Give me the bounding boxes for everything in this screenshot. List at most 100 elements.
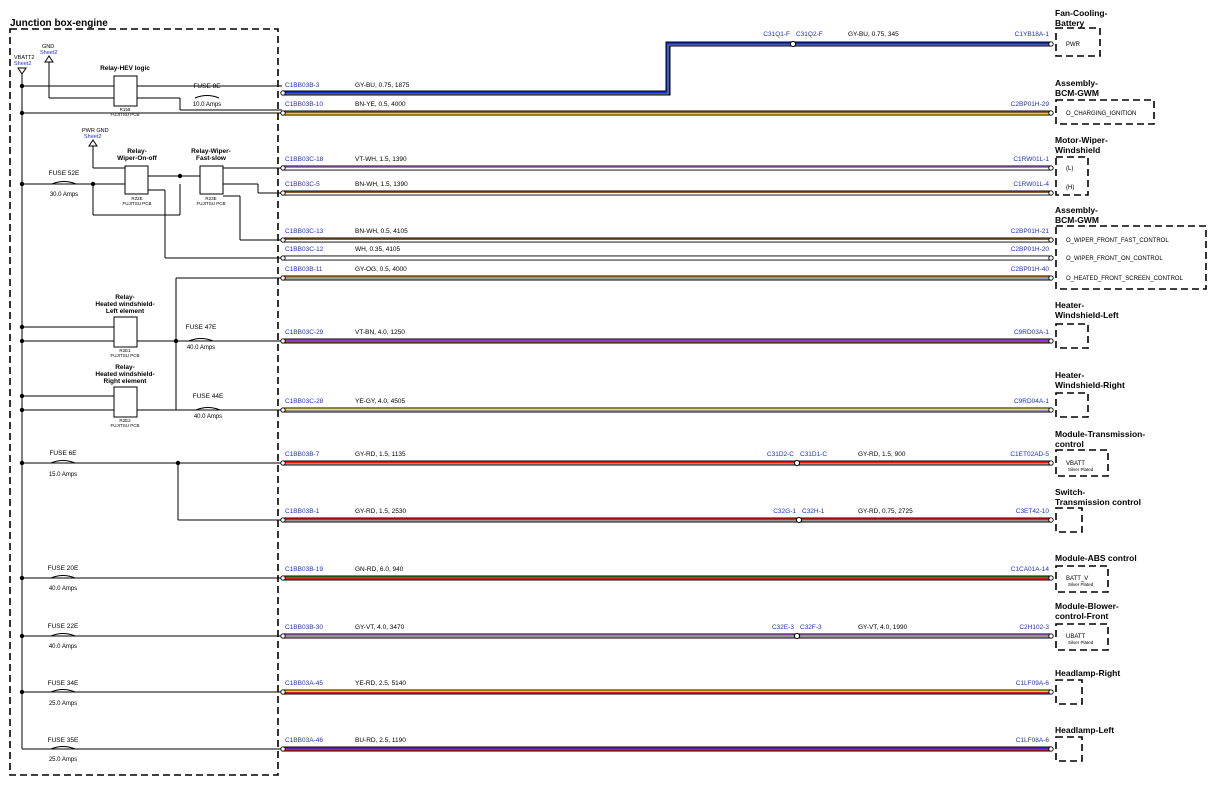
relay-hev-logic: Relay-HEV logic R158 FUJITSU PCB (100, 65, 150, 117)
splice-left-label: C32G-1 (773, 508, 796, 515)
wire-end-terminal (1048, 575, 1054, 581)
wire-1[interactable]: C1BB03B-3 GY-BU, 0.75, 1875 C31Q1-F C31Q2-F… (280, 31, 1054, 96)
junction-box-title: Junction box-engine (10, 18, 108, 29)
fuse-20e: FUSE 20E 40.0 Amps (48, 565, 79, 592)
wire-end-label: C2BP01H-29 (1011, 101, 1050, 108)
wire-14[interactable]: C1BB03A-45 YE-RD, 2.5, 5140 C1LF09A-6 (280, 680, 1054, 695)
wire-11[interactable]: C32G-1 C32H-1 GY-RD, 0.75, 2725 C1BB03B-1 GY… (280, 508, 1054, 524)
component-frame (1055, 679, 1083, 705)
wire-3[interactable]: C1BB03C-18 VT-WH, 1.5, 1390 C1RW01L-1 (280, 156, 1054, 171)
wire-start-label: C1BB03C-5 (285, 181, 320, 188)
component-title: Module-ABS control (1055, 553, 1137, 563)
svg-text:Relay-Wiper-On-off: Relay-Wiper-On-off (117, 148, 157, 162)
wire-2[interactable]: C1BB03B-10 BN-YE, 0.5, 4000 C2BP01H-29 (280, 101, 1054, 116)
wire-10[interactable]: C31D2-C C31D1-C GY-RD, 1.5, 900 C1BB03B-7 GY… (280, 451, 1054, 467)
svg-text:FUSE 34E: FUSE 34E (48, 680, 79, 687)
wire-spec-label: BN-WH, 0.5, 4105 (355, 228, 408, 235)
component-title: Motor-Wiper- (1055, 135, 1108, 145)
wire-stripe (283, 690, 1051, 692)
component-frame (1055, 392, 1089, 418)
wire-end-label: C1RW01L-4 (1013, 181, 1049, 188)
wire-7[interactable]: C1BB03B-11 GY-OG, 0.5, 4000 C2BP01H-40 (280, 266, 1054, 281)
splice-connector (789, 40, 797, 48)
wire-spec-label: BU-RD, 2.5, 1190 (355, 737, 406, 744)
component-title: Assembly- (1055, 78, 1098, 88)
component-1[interactable]: Fan-Cooling-Battery PWR (1055, 8, 1108, 57)
wire-start-label: C1BB03B-10 (285, 101, 323, 108)
wire-spec-label: GN-RD, 6.0, 940 (355, 566, 404, 573)
component-11[interactable]: Headlamp-Right (1055, 668, 1120, 705)
wire-start-terminal (280, 275, 286, 281)
wire-end-terminal (1048, 407, 1054, 413)
wire-end-terminal (1048, 110, 1054, 116)
internal-circuit (21, 62, 282, 750)
wire-end-label: C1YB18A-1 (1015, 31, 1050, 38)
component-pin-label: O_WIPER_FRONT_FAST_CONTROL (1066, 238, 1169, 244)
wire-12[interactable]: C1BB03B-19 GN-RD, 6.0, 940 C1CA01A-14 (280, 566, 1054, 581)
wire-start-terminal (280, 460, 286, 466)
component-title: Battery (1055, 18, 1085, 28)
wire-spec-label: YE-RD, 2.5, 5140 (355, 680, 406, 687)
component-2[interactable]: Assembly-BCM-GWM O_CHARGING_IGNITION (1055, 78, 1155, 125)
splice-left-label: C31D2-C (767, 451, 794, 458)
wires-layer: C1BB03B-3 GY-BU, 0.75, 1875 C31Q1-F C31Q2-F… (280, 31, 1054, 752)
component-pin-label: O_HEATED_FRONT_SCREEN_CONTROL (1066, 276, 1184, 282)
fuse-22e: FUSE 22E 40.0 Amps (48, 623, 79, 650)
wire-start-label: C1BB03A-45 (285, 680, 323, 687)
wire-start-terminal (280, 237, 286, 243)
pwr-gnd-arrow-icon (88, 139, 98, 147)
wire-start-terminal (280, 165, 286, 171)
wire-15[interactable]: C1BB03A-46 BU-RD, 2.5, 1190 C1LF08A-6 (280, 737, 1054, 752)
wire-end-label: C2H102-3 (1019, 624, 1049, 631)
wire-seg2-stripe (799, 461, 1051, 463)
wire-6[interactable]: C1BB03C-12 WH, 0.35, 4105 C2BP01H-20 (280, 246, 1054, 261)
fuse-44e: FUSE 44E 40.0 Amps (193, 393, 224, 420)
wire-9[interactable]: C1BB03C-28 YE-GY, 4.0, 4505 C9RD04A-1 (280, 398, 1054, 413)
component-6[interactable]: Heater-Windshield-Right (1055, 370, 1125, 418)
splice-left-label: C32E-3 (772, 624, 794, 631)
component-3[interactable]: Motor-Wiper-Windshield (L) (H) (1055, 135, 1108, 196)
wire-end-terminal (1048, 41, 1054, 47)
wire-seg1-stripe (283, 636, 795, 638)
wire-end-label: C2BP01H-40 (1011, 266, 1050, 273)
wire-spec-label: GY-BU, 0.75, 1875 (355, 82, 410, 89)
svg-text:40.0 Amps: 40.0 Amps (194, 414, 222, 420)
component-12[interactable]: Headlamp-Left (1055, 725, 1114, 762)
component-4[interactable]: Assembly-BCM-GWM O_WIPER_FRONT_FAST_CONTR… (1055, 205, 1207, 290)
wire-stripe (283, 410, 1051, 412)
component-pin-label: (L) (1066, 166, 1073, 172)
svg-text:FUJITSU PCB: FUJITSU PCB (110, 112, 139, 117)
svg-text:FUSE 47E: FUSE 47E (186, 324, 217, 331)
wire-seg2-stripe (799, 634, 1051, 636)
wire-5[interactable]: C1BB03C-13 BN-WH, 0.5, 4105 C2BP01H-21 (280, 228, 1054, 243)
svg-text:Relay-HEV logic: Relay-HEV logic (100, 65, 150, 72)
wire-stripe (283, 749, 1051, 751)
svg-text:FUJITSU PCB: FUJITSU PCB (196, 201, 225, 206)
wire-spec2-label: GY-VT, 4.0, 1990 (858, 624, 908, 631)
wire-end-terminal (1048, 255, 1054, 261)
wire-stripe (283, 44, 1051, 95)
component-8[interactable]: Switch-Transmission control (1055, 487, 1141, 533)
component-title: Windshield-Left (1055, 310, 1119, 320)
splice-connector (793, 632, 801, 640)
wire-13[interactable]: C32E-3 C32F-3 GY-VT, 4.0, 1990 C1BB03B-30 GY… (280, 624, 1054, 640)
wire-4[interactable]: C1BB03C-5 BN-WH, 1.5, 1390 C1RW01L-4 (280, 181, 1054, 196)
gnd-sheet-label: Sheet2 (40, 50, 57, 56)
svg-text:FUSE 52E: FUSE 52E (49, 170, 80, 177)
wire-stripe (283, 278, 1051, 280)
component-pin-label: UBATT (1066, 634, 1086, 640)
wire-end-label: C1LF08A-6 (1016, 737, 1050, 744)
wire-8[interactable]: C1BB03C-29 VT-BN, 4.0, 1250 C9RD03A-1 (280, 329, 1054, 344)
wire-start-terminal (280, 90, 286, 96)
wire-seg1-stripe (283, 463, 795, 465)
svg-text:FUJITSU PCB: FUJITSU PCB (122, 201, 151, 206)
junction-dots (19, 83, 183, 695)
component-5[interactable]: Heater-Windshield-Left (1055, 300, 1119, 349)
svg-text:40.0 Amps: 40.0 Amps (49, 586, 77, 592)
wire-start-terminal (280, 338, 286, 344)
wire-start-label: C1BB03B-1 (285, 508, 320, 515)
svg-text:30.0 Amps: 30.0 Amps (50, 192, 78, 198)
